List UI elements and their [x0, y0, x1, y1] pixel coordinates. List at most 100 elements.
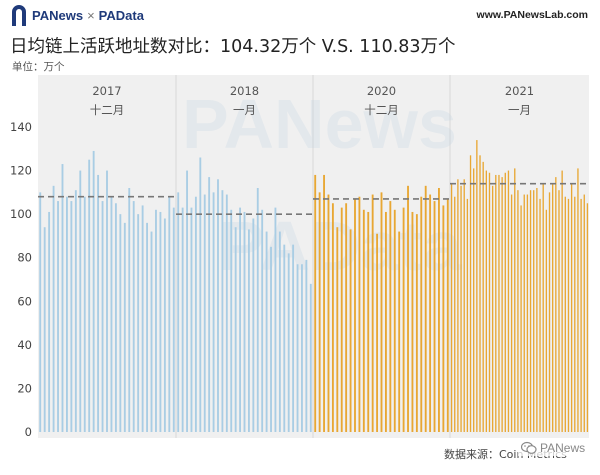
brand-text: PANews × PAData: [32, 8, 144, 23]
bar: [331, 203, 334, 432]
bar: [203, 194, 206, 432]
y-axis: 0 20 40 60 80 100 120 140: [10, 120, 32, 439]
bar: [433, 201, 436, 432]
bar: [463, 179, 465, 432]
bar: [520, 205, 522, 432]
bar: [70, 201, 73, 432]
bar: [407, 185, 409, 432]
bar: [552, 183, 554, 432]
bar: [66, 196, 68, 432]
bar: [510, 194, 513, 432]
panel-month-label: 十二月: [90, 103, 125, 117]
bar: [438, 188, 440, 432]
bar: [181, 207, 184, 432]
bar: [580, 198, 582, 432]
bar: [358, 196, 361, 432]
bar: [507, 170, 510, 432]
watermark-panews: PANews: [182, 85, 457, 163]
bar: [61, 164, 64, 433]
panel-year-label: 2018: [230, 84, 259, 98]
bar: [495, 174, 497, 432]
bar: [221, 190, 224, 432]
panel-month-label: 十二月: [364, 103, 399, 117]
bar: [457, 179, 459, 432]
bar: [163, 218, 166, 432]
bar: [128, 188, 131, 432]
unit-label: 单位：万个: [12, 61, 65, 73]
bar: [349, 229, 352, 432]
bar: [514, 168, 516, 432]
bar: [376, 233, 379, 432]
bar: [106, 170, 108, 432]
panel-month-label: 一月: [233, 103, 256, 117]
bar: [239, 207, 242, 432]
bar: [466, 198, 469, 432]
top-bar: PANews × PAData www.PANewsLab.com: [0, 0, 600, 30]
y-tick-label: 0: [25, 425, 32, 439]
bar: [252, 218, 255, 432]
bar: [132, 201, 135, 432]
chart-title: 日均链上活跃地址数对比：104.32万个 V.S. 110.83万个: [10, 37, 456, 57]
bar: [194, 196, 197, 432]
bar: [146, 222, 148, 432]
bar: [225, 194, 228, 432]
bar: [450, 183, 453, 432]
y-tick-label: 60: [17, 294, 32, 308]
bar: [247, 229, 250, 432]
bar: [533, 190, 535, 432]
bar: [380, 192, 383, 432]
bar: [340, 207, 343, 432]
bar: [491, 185, 494, 432]
bar: [384, 211, 387, 432]
bar: [564, 196, 566, 432]
bar: [168, 196, 171, 432]
y-tick-label: 80: [17, 251, 32, 265]
bar: [323, 174, 325, 432]
bar: [539, 198, 541, 432]
bar: [583, 194, 585, 432]
panel-headers: 2017 十二月 2018 一月 2020 十二月 2021 一月: [90, 84, 534, 117]
bar: [420, 196, 423, 432]
bar: [314, 174, 317, 432]
bar: [555, 177, 557, 432]
bar: [393, 209, 396, 432]
bar: [442, 205, 445, 432]
bar: [504, 172, 506, 432]
bar: [488, 172, 491, 432]
bar: [230, 209, 233, 432]
bar: [517, 190, 519, 432]
bar: [429, 194, 432, 432]
bar: [305, 259, 308, 432]
bar: [415, 214, 418, 432]
bar: [345, 203, 348, 432]
footer-brand: PANews: [518, 440, 589, 456]
brand-separator: ×: [87, 7, 95, 23]
bar: [498, 174, 500, 432]
bar: [97, 174, 100, 432]
brand-secondary: PAData: [98, 7, 144, 23]
bar: [208, 177, 211, 432]
brand-primary: PANews: [32, 7, 84, 23]
bar: [261, 209, 264, 432]
bar: [362, 209, 365, 432]
bar: [411, 211, 414, 432]
bar: [190, 207, 193, 432]
bar: [39, 192, 42, 432]
bar: [542, 183, 544, 432]
y-tick-label: 140: [10, 120, 32, 134]
bar: [177, 192, 180, 432]
bar: [479, 155, 481, 432]
bar: [367, 211, 370, 432]
site-url[interactable]: www.PANewsLab.com: [476, 9, 588, 21]
bar: [473, 168, 475, 432]
bar: [52, 185, 55, 432]
bar: [123, 222, 126, 432]
bar: [460, 185, 462, 432]
brand-logo-group[interactable]: PANews × PAData: [10, 3, 144, 27]
bar: [536, 188, 538, 432]
bar: [482, 161, 484, 433]
bar: [454, 196, 456, 432]
panel-year-label: 2021: [505, 84, 534, 98]
bar: [424, 185, 427, 432]
